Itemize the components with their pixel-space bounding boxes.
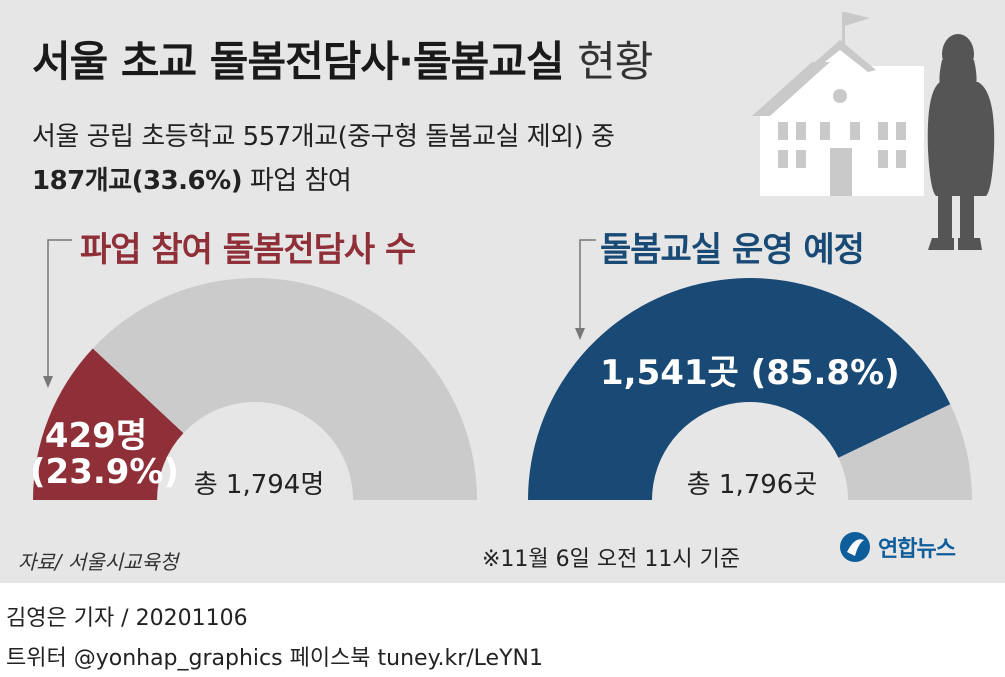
source-label: 자료/ 서울시교육청 [18, 550, 179, 574]
right-rest-arc [838, 404, 972, 500]
right-chart-title: 돌봄교실 운영 예정 [600, 230, 865, 270]
title-main: 서울 초교 돌봄전담사·돌봄교실 [32, 37, 565, 86]
yonhap-logo: 연합뉴스 [838, 530, 956, 564]
half-donut-charts [33, 278, 972, 500]
right-value-label: 1,541곳 (85.8%) [600, 353, 900, 393]
left-share-label: (23.9%) [30, 452, 180, 492]
pointer-lines [43, 239, 596, 388]
left-total-label: 총 1,794명 [193, 470, 325, 500]
yonhap-logo-icon [840, 532, 870, 562]
right-pointer-line [579, 239, 596, 330]
arrow-down-icon [43, 376, 53, 388]
social-links: 트위터 @yonhap_graphics 페이스북 tuney.kr/LeYN1 [6, 646, 543, 671]
subtitle-line-1: 서울 공립 초등학교 557개교(중구형 돌봄교실 제외) 중 [32, 122, 615, 152]
right-total-label: 총 1,796곳 [686, 470, 818, 500]
subtitle-line-2: 187개교(33.6%) 파업 참여 [32, 160, 352, 197]
school-building-icon [752, 12, 995, 250]
arrow-down-icon [575, 328, 585, 340]
title-suffix: 현황 [577, 37, 653, 86]
left-pointer-line [47, 239, 72, 378]
byline: 김영은 기자 / 20201106 [6, 606, 248, 631]
left-chart-title: 파업 참여 돌봄전담사 수 [80, 230, 416, 270]
left-value-label: 429명 [44, 416, 148, 456]
right-value-arc [528, 278, 951, 500]
subtitle-rest: 파업 참여 [242, 166, 352, 196]
left-value-arc [33, 348, 184, 500]
infographic-card: 서울 초교 돌봄전담사·돌봄교실 현황 서울 공립 초등학교 557개교(중구형… [0, 0, 1005, 583]
subtitle-highlight: 187개교(33.6%) [32, 166, 243, 196]
standing-person-icon [927, 34, 995, 250]
page-title: 서울 초교 돌봄전담사·돌봄교실 현황 [32, 28, 653, 89]
left-rest-arc [92, 278, 477, 500]
reference-time-note: ※11월 6일 오전 11시 기준 [482, 547, 741, 572]
yonhap-logo-text: 연합뉴스 [878, 537, 956, 562]
